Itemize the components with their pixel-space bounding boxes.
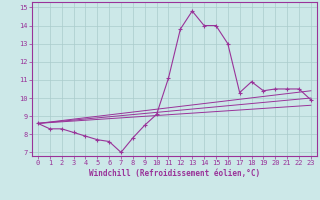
X-axis label: Windchill (Refroidissement éolien,°C): Windchill (Refroidissement éolien,°C) <box>89 169 260 178</box>
